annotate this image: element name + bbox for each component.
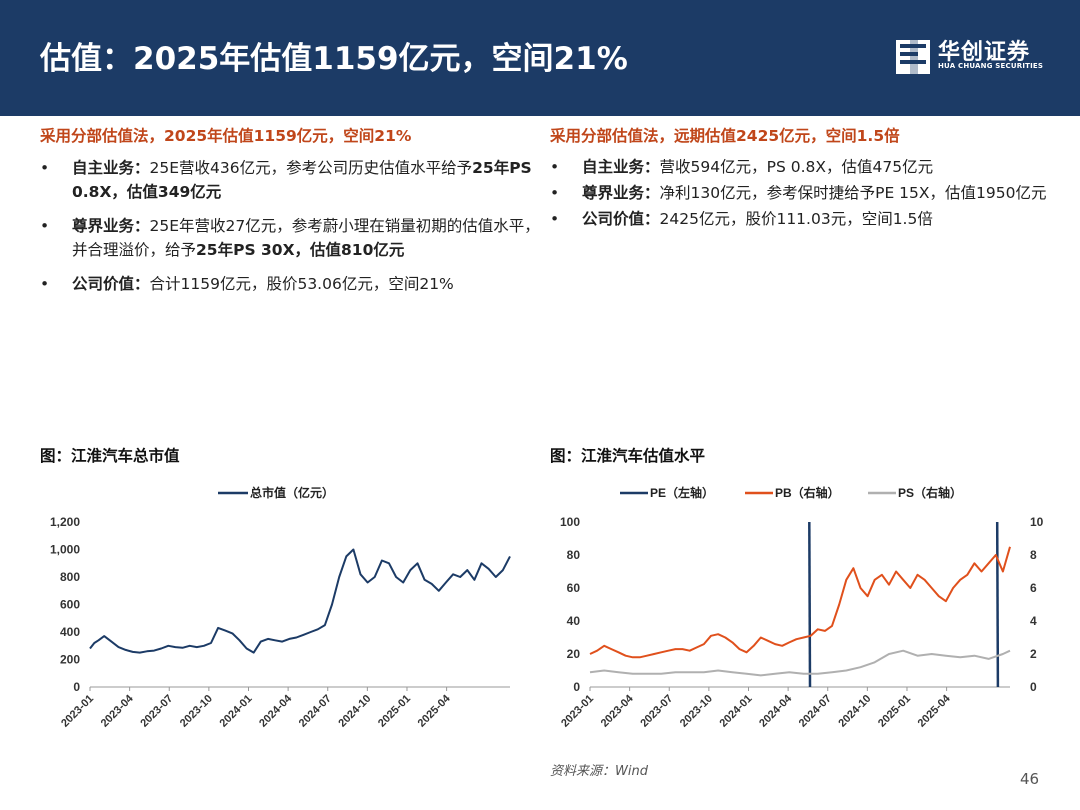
y-tick-label: 0 — [573, 680, 580, 694]
x-tick-label: 2024-07 — [297, 693, 334, 730]
x-tick-label: 2024-01 — [718, 693, 755, 730]
bullet-text: 25E年营收27亿元，参考蔚小理在销量初期的估值水平，并合理溢价，给予 — [72, 217, 540, 259]
legend-label-ps: PS（右轴） — [898, 485, 962, 500]
right-bullet-2: • 尊界业务：净利130亿元，参考保时捷给予PE 15X，估值1950亿元 — [550, 182, 1050, 204]
page-number: 46 — [1020, 770, 1040, 788]
y2-tick-label: 10 — [1030, 515, 1044, 529]
x-tick-label: 2023-04 — [599, 692, 637, 730]
x-tick-label: 2025-01 — [376, 693, 413, 730]
right-heading: 采用分部估值法，远期估值2425亿元，空间1.5倍 — [550, 127, 900, 145]
bullet-dot-icon: • — [40, 159, 50, 177]
x-tick-label: 2025-04 — [916, 692, 954, 730]
series-line-market-cap — [89, 548, 511, 654]
series-line-ps — [589, 649, 1011, 677]
x-tick-label: 2023-04 — [99, 692, 137, 730]
x-tick-label: 2024-10 — [336, 693, 373, 730]
x-tick-label: 2023-07 — [138, 693, 175, 730]
bullet-label: 尊界业务： — [72, 217, 150, 235]
x-tick-label: 2023-07 — [638, 693, 675, 730]
x-tick-label: 2024-07 — [797, 693, 834, 730]
y-tick-label: 60 — [567, 581, 581, 595]
x-tick-label: 2024-01 — [218, 693, 255, 730]
bullet-dot-icon: • — [550, 184, 560, 202]
y-tick-label: 200 — [60, 653, 80, 667]
logo-mark-icon — [896, 40, 930, 74]
right-bullet-3: • 公司价值：2425亿元，股价111.03元，空间1.5倍 — [550, 208, 1050, 230]
legend-label: 总市值（亿元） — [250, 485, 334, 500]
left-bullet-1: • 自主业务：25E营收436亿元，参考公司历史估值水平给予25年PS 0.8X… — [40, 156, 540, 204]
y2-tick-label: 0 — [1030, 680, 1037, 694]
y-tick-label: 800 — [60, 570, 80, 584]
y-tick-label: 80 — [567, 548, 581, 562]
x-tick-label: 2024-04 — [757, 692, 795, 730]
logo-text-cn: 华创证券 — [938, 40, 1031, 65]
bullet-label: 自主业务： — [582, 158, 660, 176]
series-line-pe — [995, 521, 1000, 688]
x-tick-label: 2025-01 — [876, 693, 913, 730]
legend-label-pe: PE（左轴） — [650, 485, 714, 500]
valuation-chart: PE（左轴） PB（右轴） PS（右轴）1008060402001086420202… — [559, 485, 1044, 730]
bullet-label: 尊界业务： — [582, 184, 660, 202]
y-tick-label: 600 — [60, 598, 80, 612]
y-tick-label: 20 — [567, 647, 581, 661]
source-note: 资料来源：Wind — [550, 764, 648, 779]
bullet-text: 营收594亿元，PS 0.8X，估值475亿元 — [659, 158, 934, 176]
series-line-pb — [589, 546, 1011, 659]
bullet-text: 净利130亿元，参考保时捷给予PE 15X，估值1950亿元 — [659, 184, 1047, 202]
right-bullet-1: • 自主业务：营收594亿元，PS 0.8X，估值475亿元 — [550, 156, 1050, 178]
x-tick-label: 2025-04 — [416, 692, 454, 730]
chart2-title: 图：江淮汽车估值水平 — [550, 447, 706, 465]
series-line-pe — [808, 521, 812, 688]
header-bar: 估值：2025年估值1159亿元，空间21% 华创证券 HUA CHUANG S… — [0, 0, 1080, 116]
bullet-label: 自主业务： — [72, 159, 150, 177]
legend-label-pb: PB（右轴） — [775, 485, 840, 500]
y-tick-label: 1,000 — [50, 543, 80, 557]
bullet-label: 公司价值： — [582, 210, 660, 228]
y-tick-label: 40 — [567, 614, 581, 628]
x-tick-label: 2023-10 — [678, 693, 715, 730]
logo-text-en: HUA CHUANG SECURITIES — [938, 62, 1044, 70]
bullet-text: 25E营收436亿元，参考公司历史估值水平给予 — [149, 159, 473, 177]
logo: 华创证券 HUA CHUANG SECURITIES — [896, 34, 1056, 78]
bullet-label: 公司价值： — [72, 275, 150, 293]
bullet-dot-icon: • — [550, 158, 560, 176]
page-title: 估值：2025年估值1159亿元，空间21% — [40, 41, 628, 77]
bullet-dot-icon: • — [40, 275, 50, 293]
chart1-title: 图：江淮汽车总市值 — [40, 447, 180, 465]
x-tick-label: 2023-01 — [59, 693, 96, 730]
y2-tick-label: 4 — [1030, 614, 1037, 628]
bullet-emphasis: 25年PS 0.8X，估值349亿元 — [72, 159, 532, 201]
y2-tick-label: 6 — [1030, 581, 1037, 595]
x-tick-label: 2024-04 — [257, 692, 295, 730]
bullet-dot-icon: • — [40, 217, 50, 235]
y-tick-label: 400 — [60, 625, 80, 639]
left-bullet-2: • 尊界业务：25E年营收27亿元，参考蔚小理在销量初期的估值水平，并合理溢价，… — [40, 214, 540, 262]
x-tick-label: 2023-10 — [178, 693, 215, 730]
bullet-text: 合计1159亿元，股价53.06亿元，空间21% — [149, 275, 454, 293]
y2-tick-label: 2 — [1030, 647, 1037, 661]
right-column: 采用分部估值法，远期估值2425亿元，空间1.5倍 • 自主业务：营收594亿元… — [550, 124, 1050, 234]
y-tick-label: 1,200 — [50, 515, 80, 529]
left-heading: 采用分部估值法，2025年估值1159亿元，空间21% — [40, 127, 412, 145]
bullet-emphasis: 25年PS 30X，估值810亿元 — [196, 241, 405, 259]
left-column: 采用分部估值法，2025年估值1159亿元，空间21% • 自主业务：25E营收… — [40, 124, 540, 306]
y-tick-label: 100 — [560, 515, 580, 529]
x-tick-label: 2023-01 — [559, 693, 596, 730]
left-bullet-3: • 公司价值：合计1159亿元，股价53.06亿元，空间21% — [40, 272, 540, 296]
x-tick-label: 2024-10 — [836, 693, 873, 730]
bullet-dot-icon: • — [550, 210, 560, 228]
y-tick-label: 0 — [73, 680, 80, 694]
y2-tick-label: 8 — [1030, 548, 1037, 562]
bullet-text: 2425亿元，股价111.03元，空间1.5倍 — [659, 210, 933, 228]
